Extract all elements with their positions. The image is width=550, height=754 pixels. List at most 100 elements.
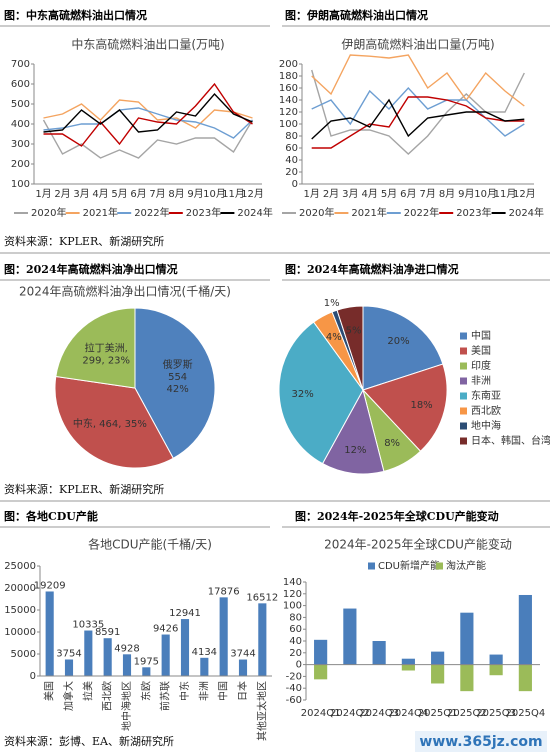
legend-swatch xyxy=(436,562,443,570)
data-label: 5% xyxy=(346,325,362,336)
chart-title: 2024年高硫燃料油净出口情况(千桶/天) xyxy=(19,284,231,299)
bar xyxy=(489,654,503,665)
y-tick-label: 100 xyxy=(11,179,30,190)
data-label: 9426 xyxy=(153,624,178,635)
y-tick-label: 0 xyxy=(30,671,36,682)
source: 资料来源：彭博、EA、新湖研究所 xyxy=(4,734,174,748)
x-tick-label: 东欧 xyxy=(139,681,152,701)
data-label: 8591 xyxy=(95,627,120,638)
legend-label: 美国 xyxy=(471,344,491,357)
bar xyxy=(219,597,228,676)
y-tick-label: 140 xyxy=(279,95,298,106)
y-tick-label: 200 xyxy=(11,159,30,170)
series-line xyxy=(42,119,254,159)
y-tick-label: 120 xyxy=(279,107,298,118)
pie-slice xyxy=(362,305,444,391)
x-tick-label: 6月 xyxy=(130,188,146,200)
x-tick-label: 5月 xyxy=(111,188,127,200)
legend-swatch xyxy=(460,437,467,445)
legend-swatch xyxy=(460,362,467,370)
x-tick-label: 西北欧 xyxy=(102,681,114,711)
y-tick-label: -20 xyxy=(286,671,302,682)
data-label: 1975 xyxy=(134,656,159,667)
x-tick-label: 2024Q1 xyxy=(301,708,341,719)
watermark-bg xyxy=(415,731,547,752)
bar xyxy=(431,651,445,665)
bar xyxy=(460,664,474,692)
chart-title: 各地CDU产能(千桶/天) xyxy=(88,537,212,552)
y-tick-label: 40 xyxy=(289,636,302,647)
x-tick-label: 2月 xyxy=(323,188,339,200)
chart-caption: 图：各地CDU产能 xyxy=(4,509,98,523)
legend-label: 西北欧 xyxy=(471,405,501,417)
x-tick-label: 日本 xyxy=(236,681,249,701)
legend-label: 2024年 xyxy=(237,206,272,219)
data-label: 32% xyxy=(292,389,314,400)
bar xyxy=(45,591,54,676)
data-label: 8% xyxy=(384,438,400,449)
y-tick-label: -60 xyxy=(286,695,302,706)
legend-swatch xyxy=(460,332,467,340)
x-tick-label: 4月 xyxy=(92,188,108,200)
chart-title: 中东高硫燃料油出口量(万吨) xyxy=(71,37,224,52)
pie-slice xyxy=(336,305,364,391)
legend-label: 地中海 xyxy=(471,419,501,432)
bar xyxy=(238,659,248,676)
pie-slice xyxy=(55,307,136,389)
pie-slice xyxy=(321,388,385,475)
bar xyxy=(431,664,445,684)
legend-label: CDU新增产能 xyxy=(378,559,440,572)
legend-label: 2020年 xyxy=(31,206,66,219)
y-tick-label: 25000 xyxy=(4,561,36,572)
x-tick-label: 2024Q4 xyxy=(389,708,429,719)
x-tick-label: 5月 xyxy=(381,188,397,200)
x-tick-label: 8月 xyxy=(439,188,455,200)
bar xyxy=(489,664,503,676)
y-tick-label: 700 xyxy=(11,59,30,70)
x-tick-label: 11月 xyxy=(494,188,517,200)
x-tick-label: 9月 xyxy=(187,188,203,200)
y-tick-label: 100 xyxy=(279,119,298,130)
legend-swatch xyxy=(460,407,467,415)
x-tick-label: 12月 xyxy=(513,188,536,200)
bar xyxy=(103,638,112,676)
x-tick-label: 3月 xyxy=(342,188,358,200)
data-label: 1% xyxy=(324,298,340,309)
bar xyxy=(343,608,357,665)
y-tick-label: 500 xyxy=(11,99,30,110)
x-tick-label: 2024Q2 xyxy=(330,708,370,719)
x-tick-label: 美国 xyxy=(43,681,56,701)
data-label: 19209 xyxy=(34,580,66,591)
series-line xyxy=(43,107,253,139)
chart-caption: 图：2024年高硫燃料油净出口情况 xyxy=(4,262,178,276)
bar xyxy=(372,641,386,665)
x-tick-label: 中国 xyxy=(217,681,230,701)
x-tick-label: 7月 xyxy=(149,188,165,200)
legend-label: 印度 xyxy=(471,359,491,372)
y-tick-label: 60 xyxy=(289,624,302,635)
data-label: 20% xyxy=(387,336,409,347)
source: 资料来源：KPLER、新湖研究所 xyxy=(4,482,164,496)
x-tick-label: 2025Q3 xyxy=(476,708,516,719)
y-tick-label: 0 xyxy=(292,179,298,190)
data-label: 299, 23% xyxy=(82,356,130,367)
data-label: 554 xyxy=(168,372,187,383)
bar xyxy=(200,657,209,676)
y-tick-label: 200 xyxy=(279,59,298,70)
x-tick-label: 1月 xyxy=(303,188,319,200)
legend-label: 2024年 xyxy=(509,206,544,219)
x-tick-label: 10月 xyxy=(203,188,226,200)
legend-label: 东南亚 xyxy=(471,389,501,402)
bar xyxy=(142,667,151,676)
data-label: 10335 xyxy=(72,620,104,631)
x-tick-label: 2024Q3 xyxy=(359,708,399,719)
x-tick-label: 非洲 xyxy=(198,681,210,701)
watermark: www.365jz.com xyxy=(419,734,542,750)
legend-label: 2020年 xyxy=(299,206,334,219)
legend-swatch xyxy=(368,562,375,570)
x-tick-label: 10月 xyxy=(474,188,497,200)
legend-label: 2022年 xyxy=(404,206,439,219)
x-tick-label: 7月 xyxy=(419,188,435,200)
x-tick-label: 3月 xyxy=(73,188,89,200)
